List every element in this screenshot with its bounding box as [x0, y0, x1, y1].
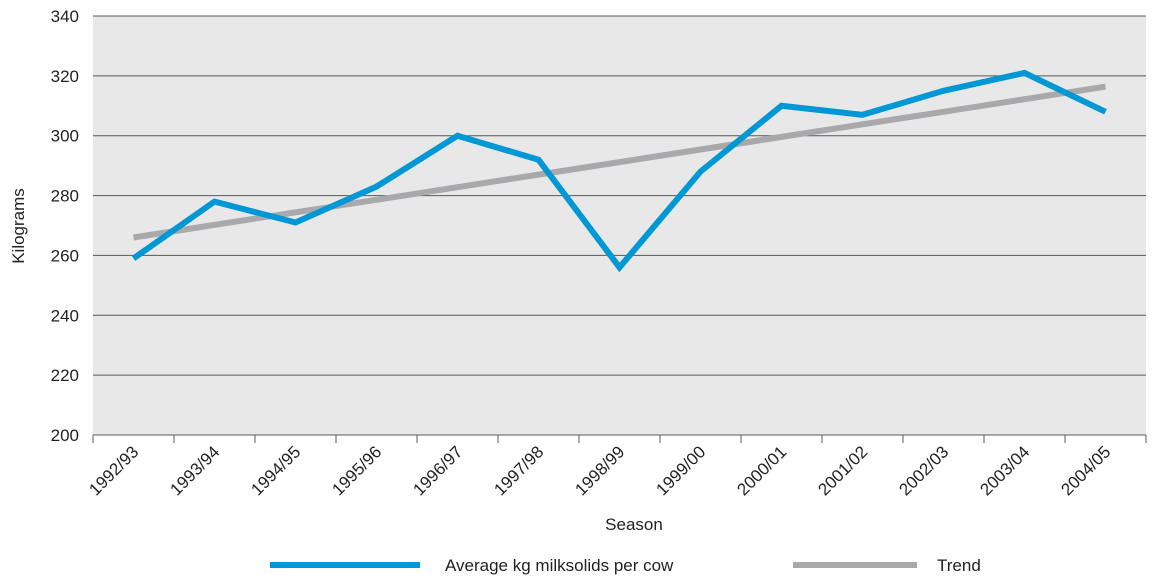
y-tick-label: 240	[51, 306, 79, 325]
gridlines	[93, 15, 1146, 436]
legend-label-trend: Trend	[937, 556, 981, 575]
y-tick-label: 260	[51, 246, 79, 265]
data-point-trend-0	[133, 237, 134, 238]
data-point-trend-2	[295, 212, 296, 213]
x-tick-label: 1992/93	[85, 442, 142, 499]
x-axis-title: Season	[605, 515, 663, 534]
data-point-trend-1	[214, 224, 215, 225]
data-point-average-milksolids-11	[1024, 72, 1025, 73]
data-point-average-milksolids-10	[943, 90, 944, 91]
series-line-trend	[133, 83, 1106, 241]
x-tick-label: 2000/01	[733, 442, 790, 499]
data-point-trend-4	[457, 187, 458, 188]
data-point-average-milksolids-9	[862, 114, 863, 115]
x-tick-label: 1998/99	[571, 442, 628, 499]
y-tick-label: 280	[51, 187, 79, 206]
legend: Average kg milksolids per cow Trend	[270, 556, 981, 575]
y-tick-label: 340	[51, 7, 79, 26]
data-point-average-milksolids-5	[538, 159, 539, 160]
data-point-trend-3	[376, 199, 377, 200]
data-point-average-milksolids-1	[214, 201, 215, 202]
data-point-average-milksolids-12	[1105, 111, 1106, 112]
series	[131, 69, 1107, 273]
data-point-average-milksolids-0	[133, 258, 134, 259]
x-tick-label: 2001/02	[814, 442, 871, 499]
data-point-average-milksolids-2	[295, 222, 296, 223]
data-point-average-milksolids-7	[700, 171, 701, 172]
x-tick-label: 2002/03	[895, 442, 952, 499]
data-point-average-milksolids-3	[376, 186, 377, 187]
series-line-average-milksolids	[131, 69, 1107, 273]
y-axis-title: Kilograms	[9, 188, 28, 264]
data-point-trend-12	[1105, 86, 1106, 87]
x-axis: 1992/93 1993/94 1994/95 1995/96 1996/97 1997/…	[85, 435, 1147, 499]
y-tick-label: 200	[51, 426, 79, 445]
y-tick-label: 220	[51, 366, 79, 385]
data-point-average-milksolids-4	[457, 135, 458, 136]
x-tick-label: 1995/96	[328, 442, 385, 499]
data-point-trend-6	[619, 162, 620, 163]
x-tick-label: 1997/98	[490, 442, 547, 499]
legend-label-average-milksolids: Average kg milksolids per cow	[445, 556, 674, 575]
data-point-trend-9	[862, 124, 863, 125]
y-tick-label: 320	[51, 67, 79, 86]
x-tick-label: 1999/00	[652, 442, 709, 499]
y-tick-label: 300	[51, 127, 79, 146]
data-point-trend-5	[538, 174, 539, 175]
x-tick-label: 1993/94	[166, 442, 223, 499]
data-point-trend-8	[781, 136, 782, 137]
data-point-average-milksolids-6	[619, 267, 620, 268]
data-point-average-milksolids-8	[781, 105, 782, 106]
x-tick-label: 1994/95	[247, 442, 304, 499]
data-point-trend-10	[943, 111, 944, 112]
x-tick-label: 1996/97	[409, 442, 466, 499]
x-tick-label: 2003/04	[976, 442, 1033, 499]
x-tick-label: 2004/05	[1057, 442, 1114, 499]
data-point-trend-11	[1024, 99, 1025, 100]
y-axis: 200 220 240 260 280 300 320 340	[51, 7, 79, 445]
data-point-trend-7	[700, 149, 701, 150]
